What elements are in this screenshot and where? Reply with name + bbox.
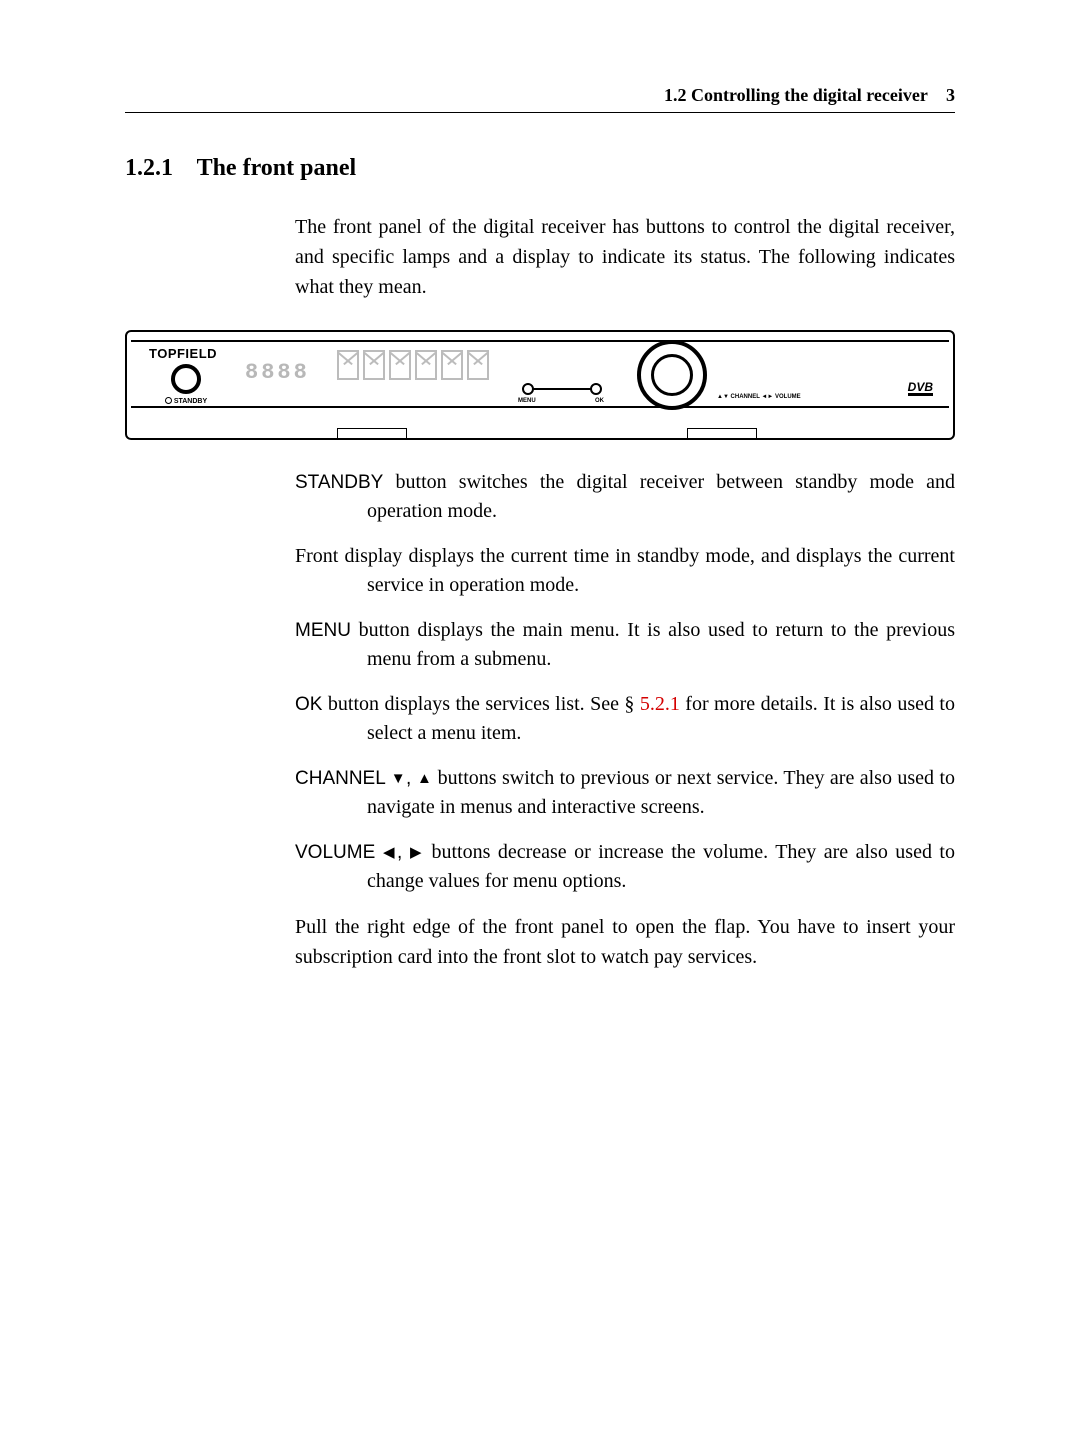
control-dial bbox=[637, 340, 707, 410]
section-title-text: The front panel bbox=[197, 155, 357, 181]
page-number: 3 bbox=[946, 85, 955, 105]
section-number: 1.2.1 bbox=[125, 155, 173, 181]
lcd-time-display: 8888 bbox=[245, 360, 310, 385]
definition-list: STANDBY button switches the digital rece… bbox=[295, 468, 955, 896]
running-head: 1.2 Controlling the digital receiver 3 bbox=[125, 85, 955, 113]
header-section: 1.2 Controlling the digital receiver bbox=[664, 85, 927, 105]
definition-item: CHANNEL ▼, ▲ buttons switch to previous … bbox=[295, 764, 955, 822]
definition-term: VOLUME ◀, ▶ bbox=[295, 842, 424, 863]
intro-paragraph: The front panel of the digital receiver … bbox=[295, 212, 955, 302]
brand-label: TOPFIELD bbox=[149, 346, 217, 361]
definition-term: STANDBY bbox=[295, 472, 383, 493]
section-heading: 1.2.1 The front panel bbox=[125, 155, 955, 182]
definition-item: Front display displays the current time … bbox=[295, 542, 955, 600]
channel-volume-label: ▲▼ CHANNEL ◄► VOLUME bbox=[717, 394, 801, 400]
standby-label: STANDBY bbox=[149, 396, 223, 405]
definition-item: OK button displays the services list. Se… bbox=[295, 690, 955, 748]
panel-slots bbox=[127, 420, 953, 438]
definition-term: Front display bbox=[295, 545, 402, 567]
definition-item: VOLUME ◀, ▶ buttons decrease or increase… bbox=[295, 838, 955, 896]
menu-ok-controls: MENU OK bbox=[522, 382, 602, 400]
definition-term: MENU bbox=[295, 620, 351, 641]
lcd-text-display bbox=[337, 350, 489, 380]
closing-paragraph: Pull the right edge of the front panel t… bbox=[295, 912, 955, 972]
dvb-logo: DVB bbox=[908, 382, 933, 396]
standby-control: STANDBY bbox=[149, 364, 223, 405]
definition-item: STANDBY button switches the digital rece… bbox=[295, 468, 955, 526]
standby-button-icon bbox=[171, 364, 201, 394]
definition-item: MENU button displays the main menu. It i… bbox=[295, 616, 955, 674]
page: 1.2 Controlling the digital receiver 3 1… bbox=[0, 0, 1080, 972]
definition-term: CHANNEL ▼, ▲ bbox=[295, 768, 432, 789]
cross-reference-link[interactable]: 5.2.1 bbox=[640, 693, 680, 715]
definition-term: OK bbox=[295, 694, 322, 715]
front-panel-figure: TOPFIELD STANDBY 8888 MENU OK ▲▼ CHANNEL… bbox=[125, 330, 955, 440]
